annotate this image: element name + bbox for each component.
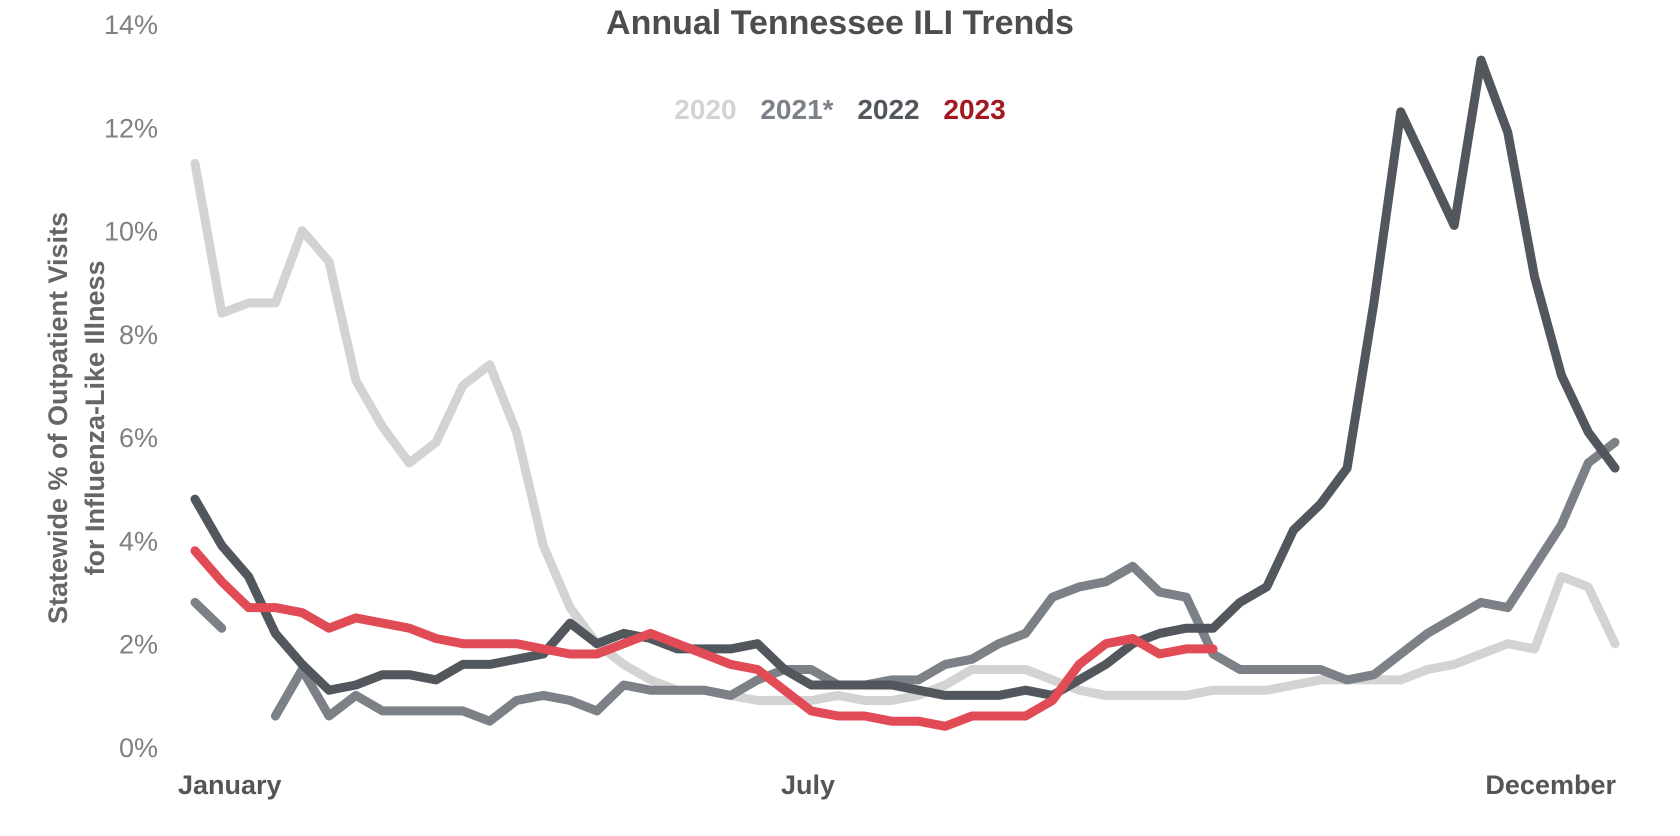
series-line-2020 xyxy=(190,158,1620,705)
chart-title: Annual Tennessee ILI Trends xyxy=(606,4,1074,42)
y-tick-label: 12% xyxy=(104,113,158,143)
y-tick-label: 2% xyxy=(119,630,158,660)
legend-item-2023: 2023 xyxy=(943,94,1006,125)
y-tick-label: 10% xyxy=(104,217,158,247)
legend-item-2021: 2021* xyxy=(760,94,834,125)
series-lines xyxy=(190,55,1620,731)
y-axis-ticks: 0% 2% 4% 6% 8% 10% 12% 14% xyxy=(104,10,158,763)
y-tick-label: 6% xyxy=(119,423,158,453)
legend-item-2022: 2022 xyxy=(857,94,920,125)
y-tick-label: 8% xyxy=(119,320,158,350)
series-line-2021 xyxy=(270,437,1620,726)
y-tick-label: 4% xyxy=(119,526,158,556)
x-tick-label: December xyxy=(1485,770,1616,800)
series-line-2022 xyxy=(190,55,1620,700)
y-tick-label: 14% xyxy=(104,10,158,40)
series-line-2021 xyxy=(190,597,227,633)
x-axis-ticks: January July December xyxy=(178,770,1616,800)
series-line-2023 xyxy=(190,546,1218,731)
x-tick-label: July xyxy=(781,770,835,800)
x-tick-label: January xyxy=(178,770,282,800)
y-tick-label: 0% xyxy=(119,733,158,763)
chart-legend: 2020 2021* 2022 2023 xyxy=(0,94,1680,126)
legend-item-2020: 2020 xyxy=(674,94,737,125)
